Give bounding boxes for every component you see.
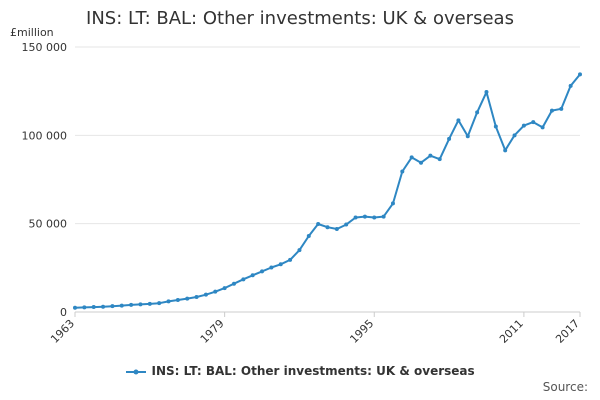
data-point[interactable] bbox=[568, 83, 573, 88]
x-tick-label: 1963 bbox=[48, 317, 77, 346]
data-point[interactable] bbox=[390, 201, 395, 206]
data-point[interactable] bbox=[175, 297, 180, 302]
data-point[interactable] bbox=[213, 289, 218, 294]
data-point[interactable] bbox=[372, 215, 377, 220]
data-point[interactable] bbox=[194, 294, 199, 299]
legend-line-marker-icon bbox=[126, 369, 147, 374]
data-point[interactable] bbox=[250, 273, 255, 278]
data-point[interactable] bbox=[475, 110, 480, 115]
data-point[interactable] bbox=[231, 281, 236, 286]
x-tick-label: 2011 bbox=[497, 317, 526, 346]
data-point[interactable] bbox=[260, 269, 265, 274]
data-point[interactable] bbox=[400, 169, 405, 174]
data-point[interactable] bbox=[540, 125, 545, 130]
x-tick-label: 1979 bbox=[198, 317, 227, 346]
data-series bbox=[73, 72, 582, 310]
y-axis-unit-label: £million bbox=[10, 26, 54, 39]
data-point[interactable] bbox=[521, 123, 526, 128]
data-point[interactable] bbox=[101, 304, 106, 309]
data-point[interactable] bbox=[157, 301, 162, 306]
data-point[interactable] bbox=[362, 214, 367, 219]
data-point[interactable] bbox=[129, 302, 134, 307]
data-point[interactable] bbox=[82, 305, 87, 310]
data-point[interactable] bbox=[278, 262, 283, 267]
data-point[interactable] bbox=[269, 265, 274, 270]
data-point[interactable] bbox=[185, 296, 190, 301]
data-point[interactable] bbox=[531, 120, 536, 125]
data-point[interactable] bbox=[428, 153, 433, 158]
data-point[interactable] bbox=[222, 286, 227, 291]
data-point[interactable] bbox=[91, 305, 96, 310]
data-point[interactable] bbox=[138, 302, 143, 307]
data-point[interactable] bbox=[503, 148, 508, 153]
gridlines bbox=[75, 46, 580, 313]
data-point[interactable] bbox=[334, 226, 339, 231]
data-point[interactable] bbox=[119, 303, 124, 308]
data-point[interactable] bbox=[297, 248, 302, 253]
data-point[interactable] bbox=[493, 124, 498, 129]
data-point[interactable] bbox=[512, 133, 517, 138]
y-tick-label: 150 000 bbox=[22, 41, 68, 54]
data-point[interactable] bbox=[419, 160, 424, 165]
data-point[interactable] bbox=[381, 214, 386, 219]
data-point[interactable] bbox=[437, 157, 442, 162]
data-point[interactable] bbox=[288, 257, 293, 262]
data-point[interactable] bbox=[465, 134, 470, 139]
data-point[interactable] bbox=[549, 108, 554, 113]
legend[interactable]: INS: LT: BAL: Other investments: UK & ov… bbox=[0, 364, 600, 378]
data-point[interactable] bbox=[241, 277, 246, 282]
chart-title: INS: LT: BAL: Other investments: UK & ov… bbox=[86, 8, 514, 29]
x-tick-label: 2017 bbox=[553, 317, 582, 346]
data-point[interactable] bbox=[316, 222, 321, 227]
data-point[interactable] bbox=[306, 234, 311, 239]
data-point[interactable] bbox=[344, 222, 349, 227]
x-axis-ticks: 1963 1979 1995 2011 2017 bbox=[48, 312, 582, 346]
x-tick-label: 1995 bbox=[347, 317, 376, 346]
data-point[interactable] bbox=[447, 136, 452, 141]
data-point[interactable] bbox=[166, 299, 171, 304]
y-tick-label: 50 000 bbox=[29, 218, 68, 231]
data-point[interactable] bbox=[353, 215, 358, 220]
data-point[interactable] bbox=[578, 72, 582, 77]
data-point[interactable] bbox=[203, 292, 208, 297]
data-point[interactable] bbox=[110, 304, 115, 309]
legend-label: INS: LT: BAL: Other investments: UK & ov… bbox=[151, 364, 475, 378]
data-point[interactable] bbox=[409, 155, 414, 160]
source-label: Source: bbox=[542, 380, 588, 394]
y-axis-ticks: 0 50 000 100 000 150 000 bbox=[22, 41, 68, 319]
data-point[interactable] bbox=[325, 225, 330, 230]
data-point[interactable] bbox=[73, 305, 77, 310]
data-point[interactable] bbox=[484, 90, 489, 95]
series-line bbox=[74, 73, 581, 309]
data-point[interactable] bbox=[147, 301, 152, 306]
y-tick-label: 0 bbox=[60, 306, 67, 319]
data-point[interactable] bbox=[456, 118, 461, 123]
data-point[interactable] bbox=[559, 106, 564, 111]
y-tick-label: 100 000 bbox=[22, 129, 68, 142]
